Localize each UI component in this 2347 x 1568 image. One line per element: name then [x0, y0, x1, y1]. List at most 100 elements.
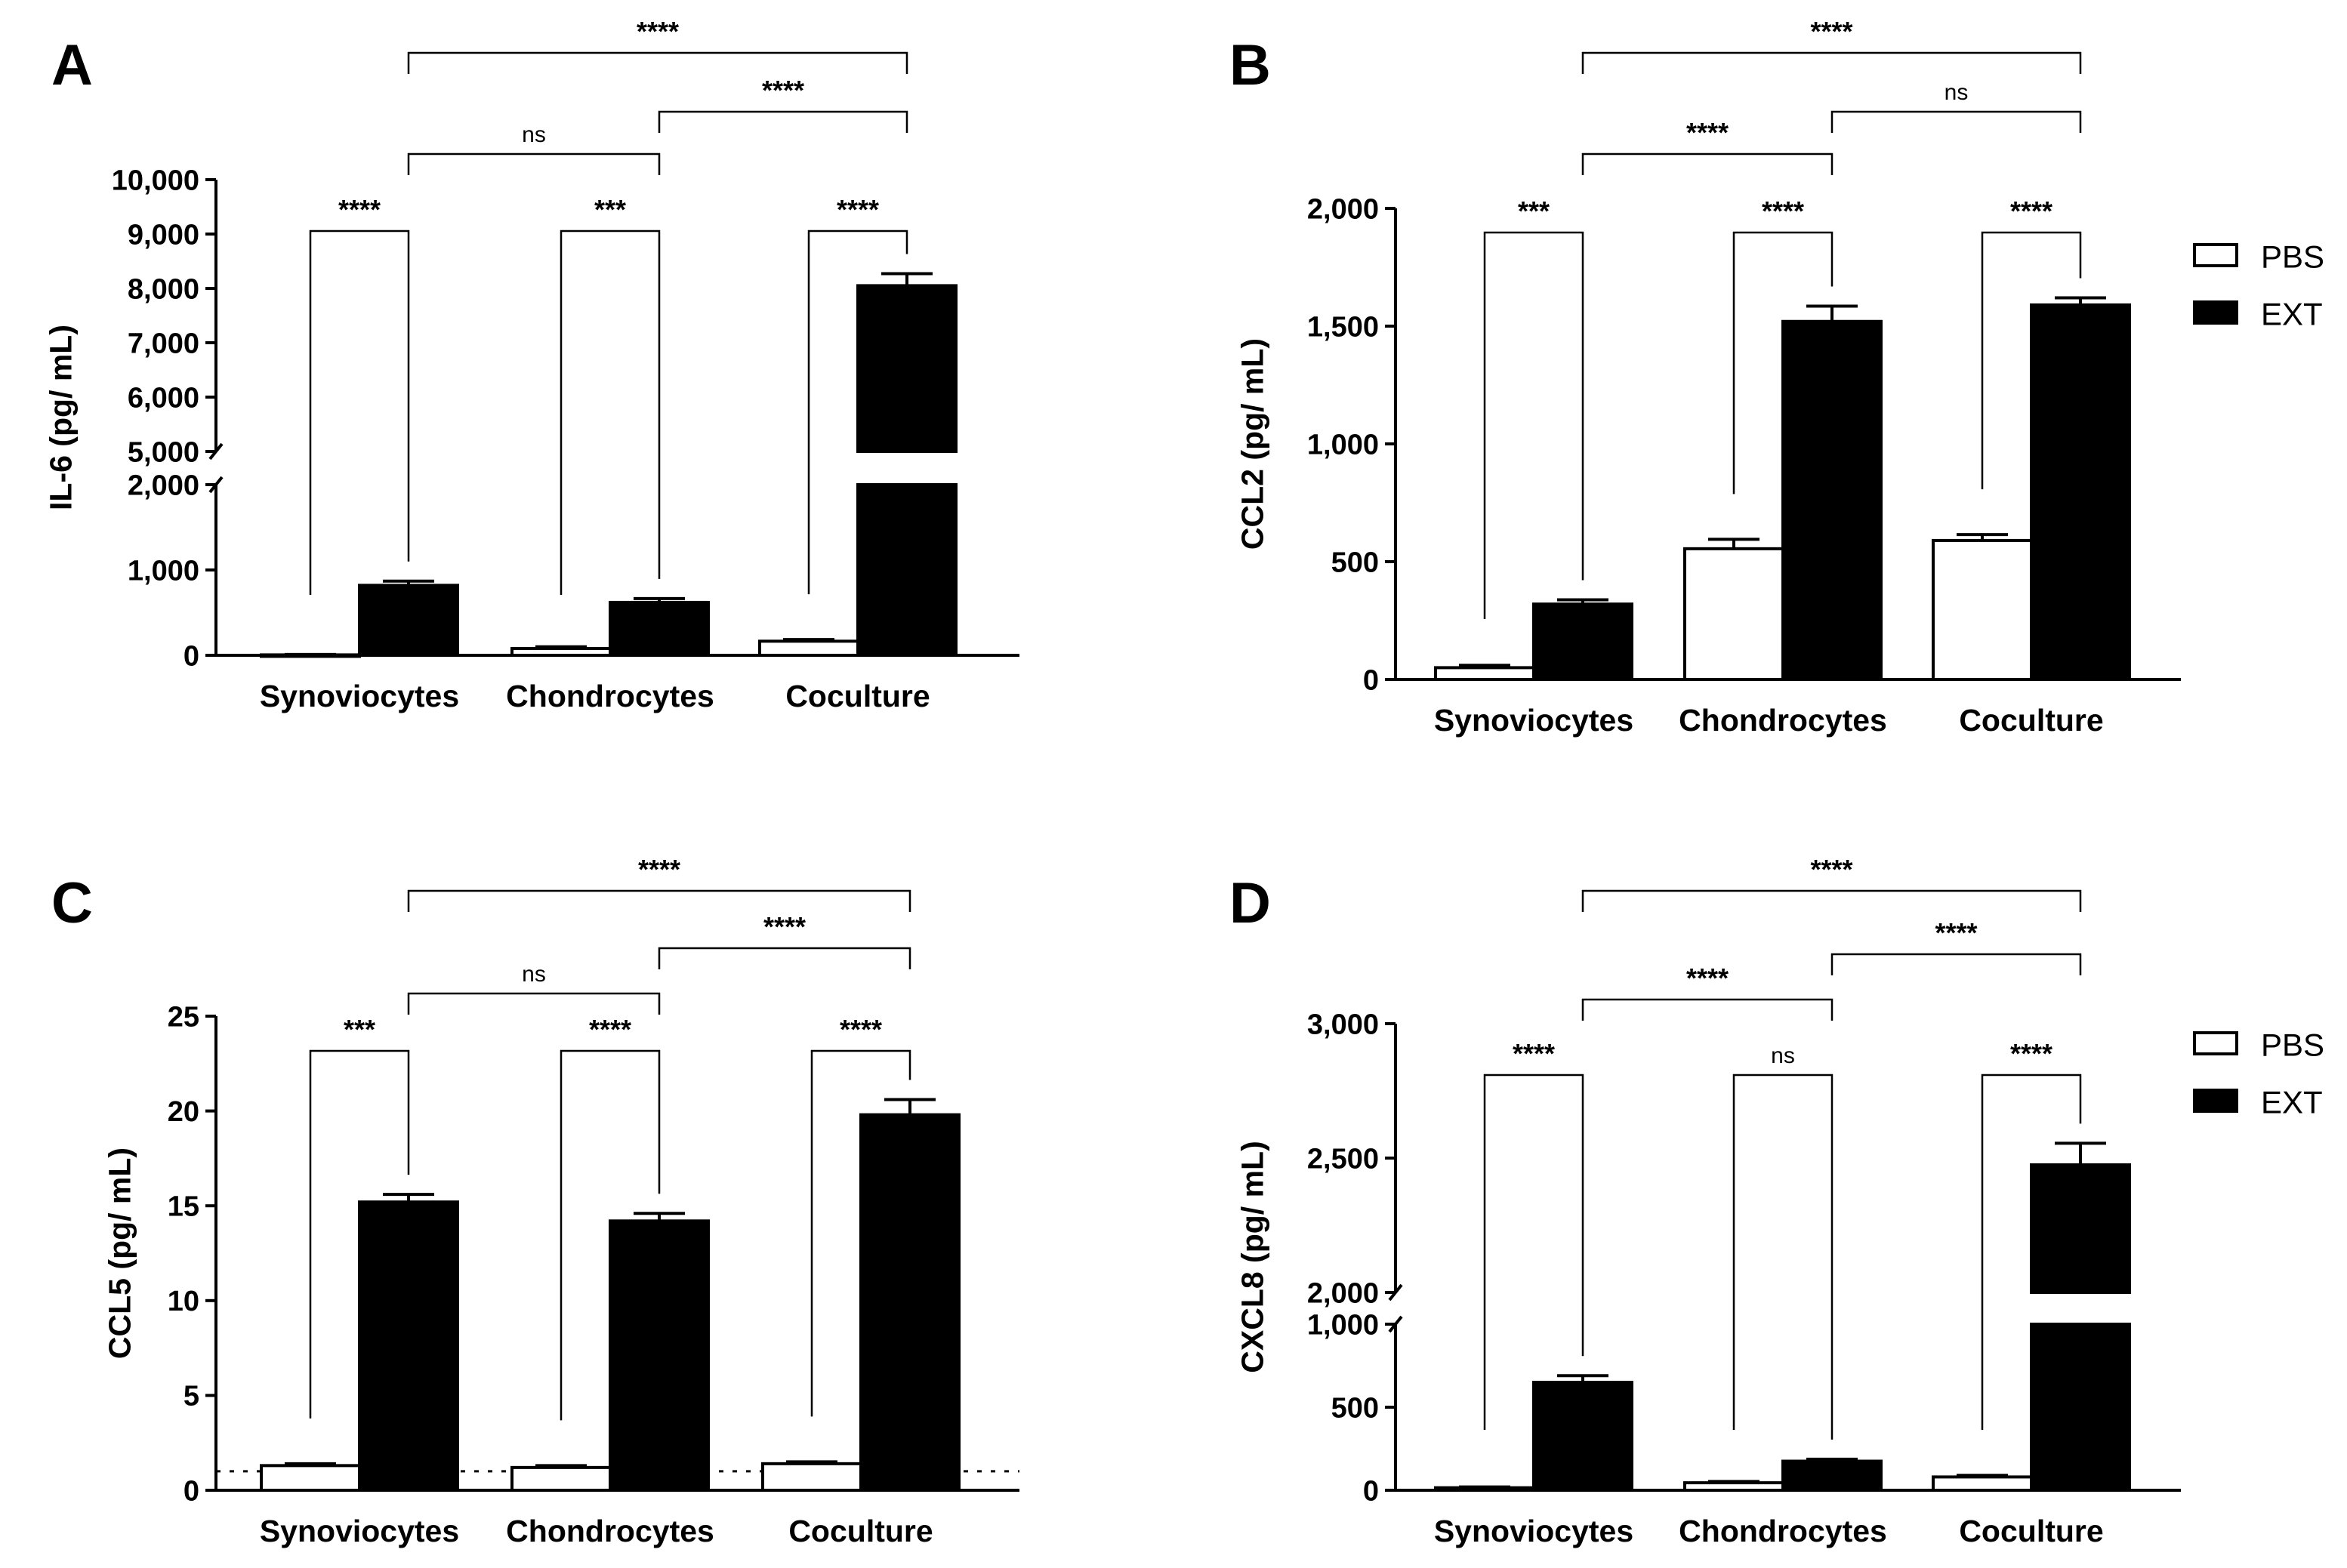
pbs-bar: [758, 639, 859, 657]
significance-bracket: [1581, 51, 2082, 74]
ext-bar: [609, 1219, 710, 1493]
significance-label: ****: [1686, 117, 1729, 148]
y-tick-label: 0: [184, 640, 199, 672]
significance-label: ****: [2010, 1038, 2052, 1069]
significance-label: ****: [638, 854, 680, 885]
y-tick-label: 6,000: [128, 382, 199, 414]
y-tick-label: 1,500: [1307, 311, 1379, 343]
y-tick-label: 5: [184, 1381, 199, 1412]
significance-label: ****: [2010, 196, 2052, 226]
y-tick-label: 8,000: [128, 273, 199, 305]
significance-label: ****: [762, 75, 804, 106]
significance-bracket: [309, 230, 410, 595]
x-tick-label: Synoviocytes: [1434, 703, 1633, 738]
significance-label: ***: [1518, 196, 1550, 226]
x-tick-label: Coculture: [785, 679, 930, 713]
y-tick-label: 5,000: [128, 436, 199, 468]
legend-swatch-ext: [2193, 1089, 2238, 1113]
pbs-bar: [1434, 666, 1535, 682]
y-tick-label: 1,000: [1307, 429, 1379, 461]
pbs-bar: [761, 1462, 862, 1493]
significance-bracket: [309, 1049, 410, 1419]
panel-b: B CCL2 (pg/ mL) 0 500 1,000 1,500 2,000 Synovio…: [1229, 16, 2181, 738]
x-tick-label: Coculture: [1959, 703, 2103, 738]
significance-bracket: [407, 152, 661, 175]
y-tick-label: 1,000: [1307, 1309, 1379, 1341]
pbs-bar: [1932, 1475, 2033, 1493]
significance-label: ****: [1686, 963, 1729, 993]
significance-label: ns: [522, 122, 546, 147]
y-tick-label: 0: [184, 1475, 199, 1507]
y-axis-label: IL-6 (pg/ mL): [43, 325, 78, 510]
ext-bar: [2030, 1163, 2131, 1295]
significance-label: ***: [344, 1014, 375, 1045]
significance-bracket: [1981, 1074, 2082, 1430]
y-tick-label: 10: [168, 1286, 199, 1317]
x-tick-label: Coculture: [1959, 1514, 2103, 1548]
y-tick-label: 20: [168, 1096, 199, 1128]
ext-bar: [358, 584, 459, 658]
significance-bracket: [1581, 998, 1833, 1021]
significance-label: ****: [837, 194, 879, 225]
significance-label: ***: [594, 194, 626, 225]
x-tick-label: Chondrocytes: [1679, 1514, 1887, 1548]
y-tick-label: 500: [1331, 1392, 1379, 1424]
y-axis-label: CXCL8 (pg/ mL): [1235, 1141, 1269, 1372]
x-tick-label: Synoviocytes: [260, 1514, 459, 1548]
ext-bar: [2030, 1323, 2131, 1492]
significance-bracket: [560, 1049, 661, 1421]
significance-label: ns: [1945, 80, 1969, 105]
significance-label: ****: [1762, 196, 1804, 226]
legend: PBS EXT: [2193, 239, 2324, 332]
significance-bracket: [407, 992, 661, 1015]
legend-swatch-ext: [2193, 300, 2238, 325]
ext-bar: [1532, 602, 1633, 681]
legend-label-ext: EXT: [2261, 297, 2323, 332]
y-tick-label: 10,000: [112, 165, 199, 196]
legend-label-pbs: PBS: [2261, 239, 2324, 275]
x-tick-label: Coculture: [788, 1514, 933, 1548]
x-tick-label: Chondrocytes: [1679, 703, 1887, 738]
ext-bar: [859, 1113, 961, 1493]
x-tick-label: Chondrocytes: [506, 679, 714, 713]
y-tick-label: 2,500: [1307, 1143, 1379, 1175]
y-tick-label: 0: [1363, 1475, 1379, 1507]
y-tick-label: 1,000: [128, 555, 199, 587]
significance-bracket: [658, 110, 908, 133]
ext-bar: [1781, 319, 1883, 681]
legend-label-pbs: PBS: [2261, 1027, 2324, 1063]
legend-swatch-pbs: [2193, 1031, 2238, 1055]
x-tick-label: Synoviocytes: [260, 679, 459, 713]
y-tick-label: 2,000: [1307, 193, 1379, 225]
y-tick-label: 0: [1363, 664, 1379, 696]
significance-bracket: [1483, 1074, 1584, 1430]
legend: PBS EXT: [2193, 1027, 2324, 1120]
pbs-bar: [1932, 538, 2033, 681]
significance-bracket: [1581, 152, 1833, 175]
y-tick-label: 2,000: [128, 470, 199, 501]
ext-bar: [1532, 1381, 1633, 1492]
y-tick-label: 2,000: [1307, 1277, 1379, 1309]
significance-bracket: [1581, 889, 2082, 912]
significance-label: ****: [1810, 854, 1852, 885]
significance-label: ****: [1810, 16, 1852, 47]
x-tick-label: Chondrocytes: [506, 1514, 714, 1548]
legend-label-ext: EXT: [2261, 1085, 2323, 1120]
pbs-bar: [1683, 547, 1784, 682]
significance-label: ****: [1513, 1038, 1555, 1069]
panel-letter: A: [51, 33, 93, 97]
y-tick-label: 15: [168, 1191, 199, 1223]
pbs-bar: [510, 1465, 612, 1492]
panel-letter: B: [1229, 33, 1271, 97]
significance-bracket: [407, 889, 911, 912]
ext-bar: [358, 1200, 459, 1493]
x-tick-label: Synoviocytes: [1434, 1514, 1633, 1548]
significance-label: ****: [589, 1014, 631, 1045]
y-axis-label: CCL5 (pg/ mL): [102, 1148, 137, 1359]
legend-swatch-pbs: [2193, 243, 2238, 267]
y-tick-label: 3,000: [1307, 1009, 1379, 1040]
significance-bracket: [1732, 231, 1833, 494]
significance-label: ****: [1935, 917, 1977, 948]
